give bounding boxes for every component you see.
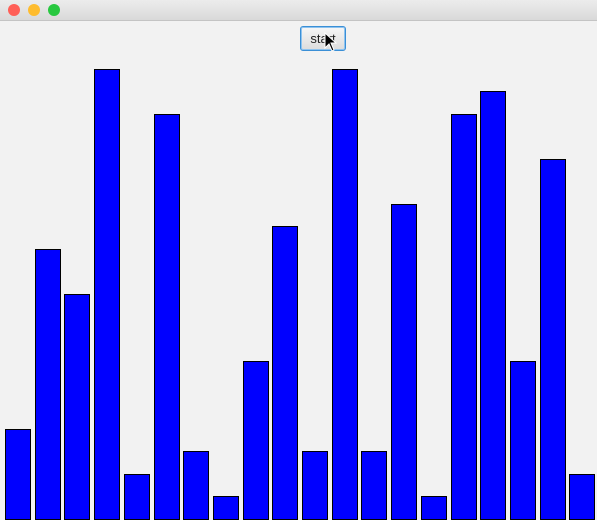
bar: [302, 451, 328, 520]
bar: [391, 204, 417, 520]
bar: [124, 474, 150, 520]
bar: [183, 451, 209, 520]
zoom-window-icon[interactable]: [48, 4, 60, 16]
bar: [332, 69, 358, 520]
bar: [272, 226, 298, 520]
start-button[interactable]: start: [300, 26, 346, 51]
bar: [5, 429, 31, 520]
title-bar: [0, 0, 597, 21]
bar: [421, 496, 447, 520]
bar: [510, 361, 536, 520]
bar: [569, 474, 595, 520]
bar: [540, 159, 566, 520]
bar: [451, 114, 477, 520]
bar: [480, 91, 506, 520]
bar: [361, 451, 387, 520]
bar: [64, 294, 90, 520]
bar: [94, 69, 120, 520]
close-window-icon[interactable]: [8, 4, 20, 16]
bar: [213, 496, 239, 520]
minimize-window-icon[interactable]: [28, 4, 40, 16]
bar: [243, 361, 269, 520]
bar: [35, 249, 61, 520]
bar: [154, 114, 180, 520]
